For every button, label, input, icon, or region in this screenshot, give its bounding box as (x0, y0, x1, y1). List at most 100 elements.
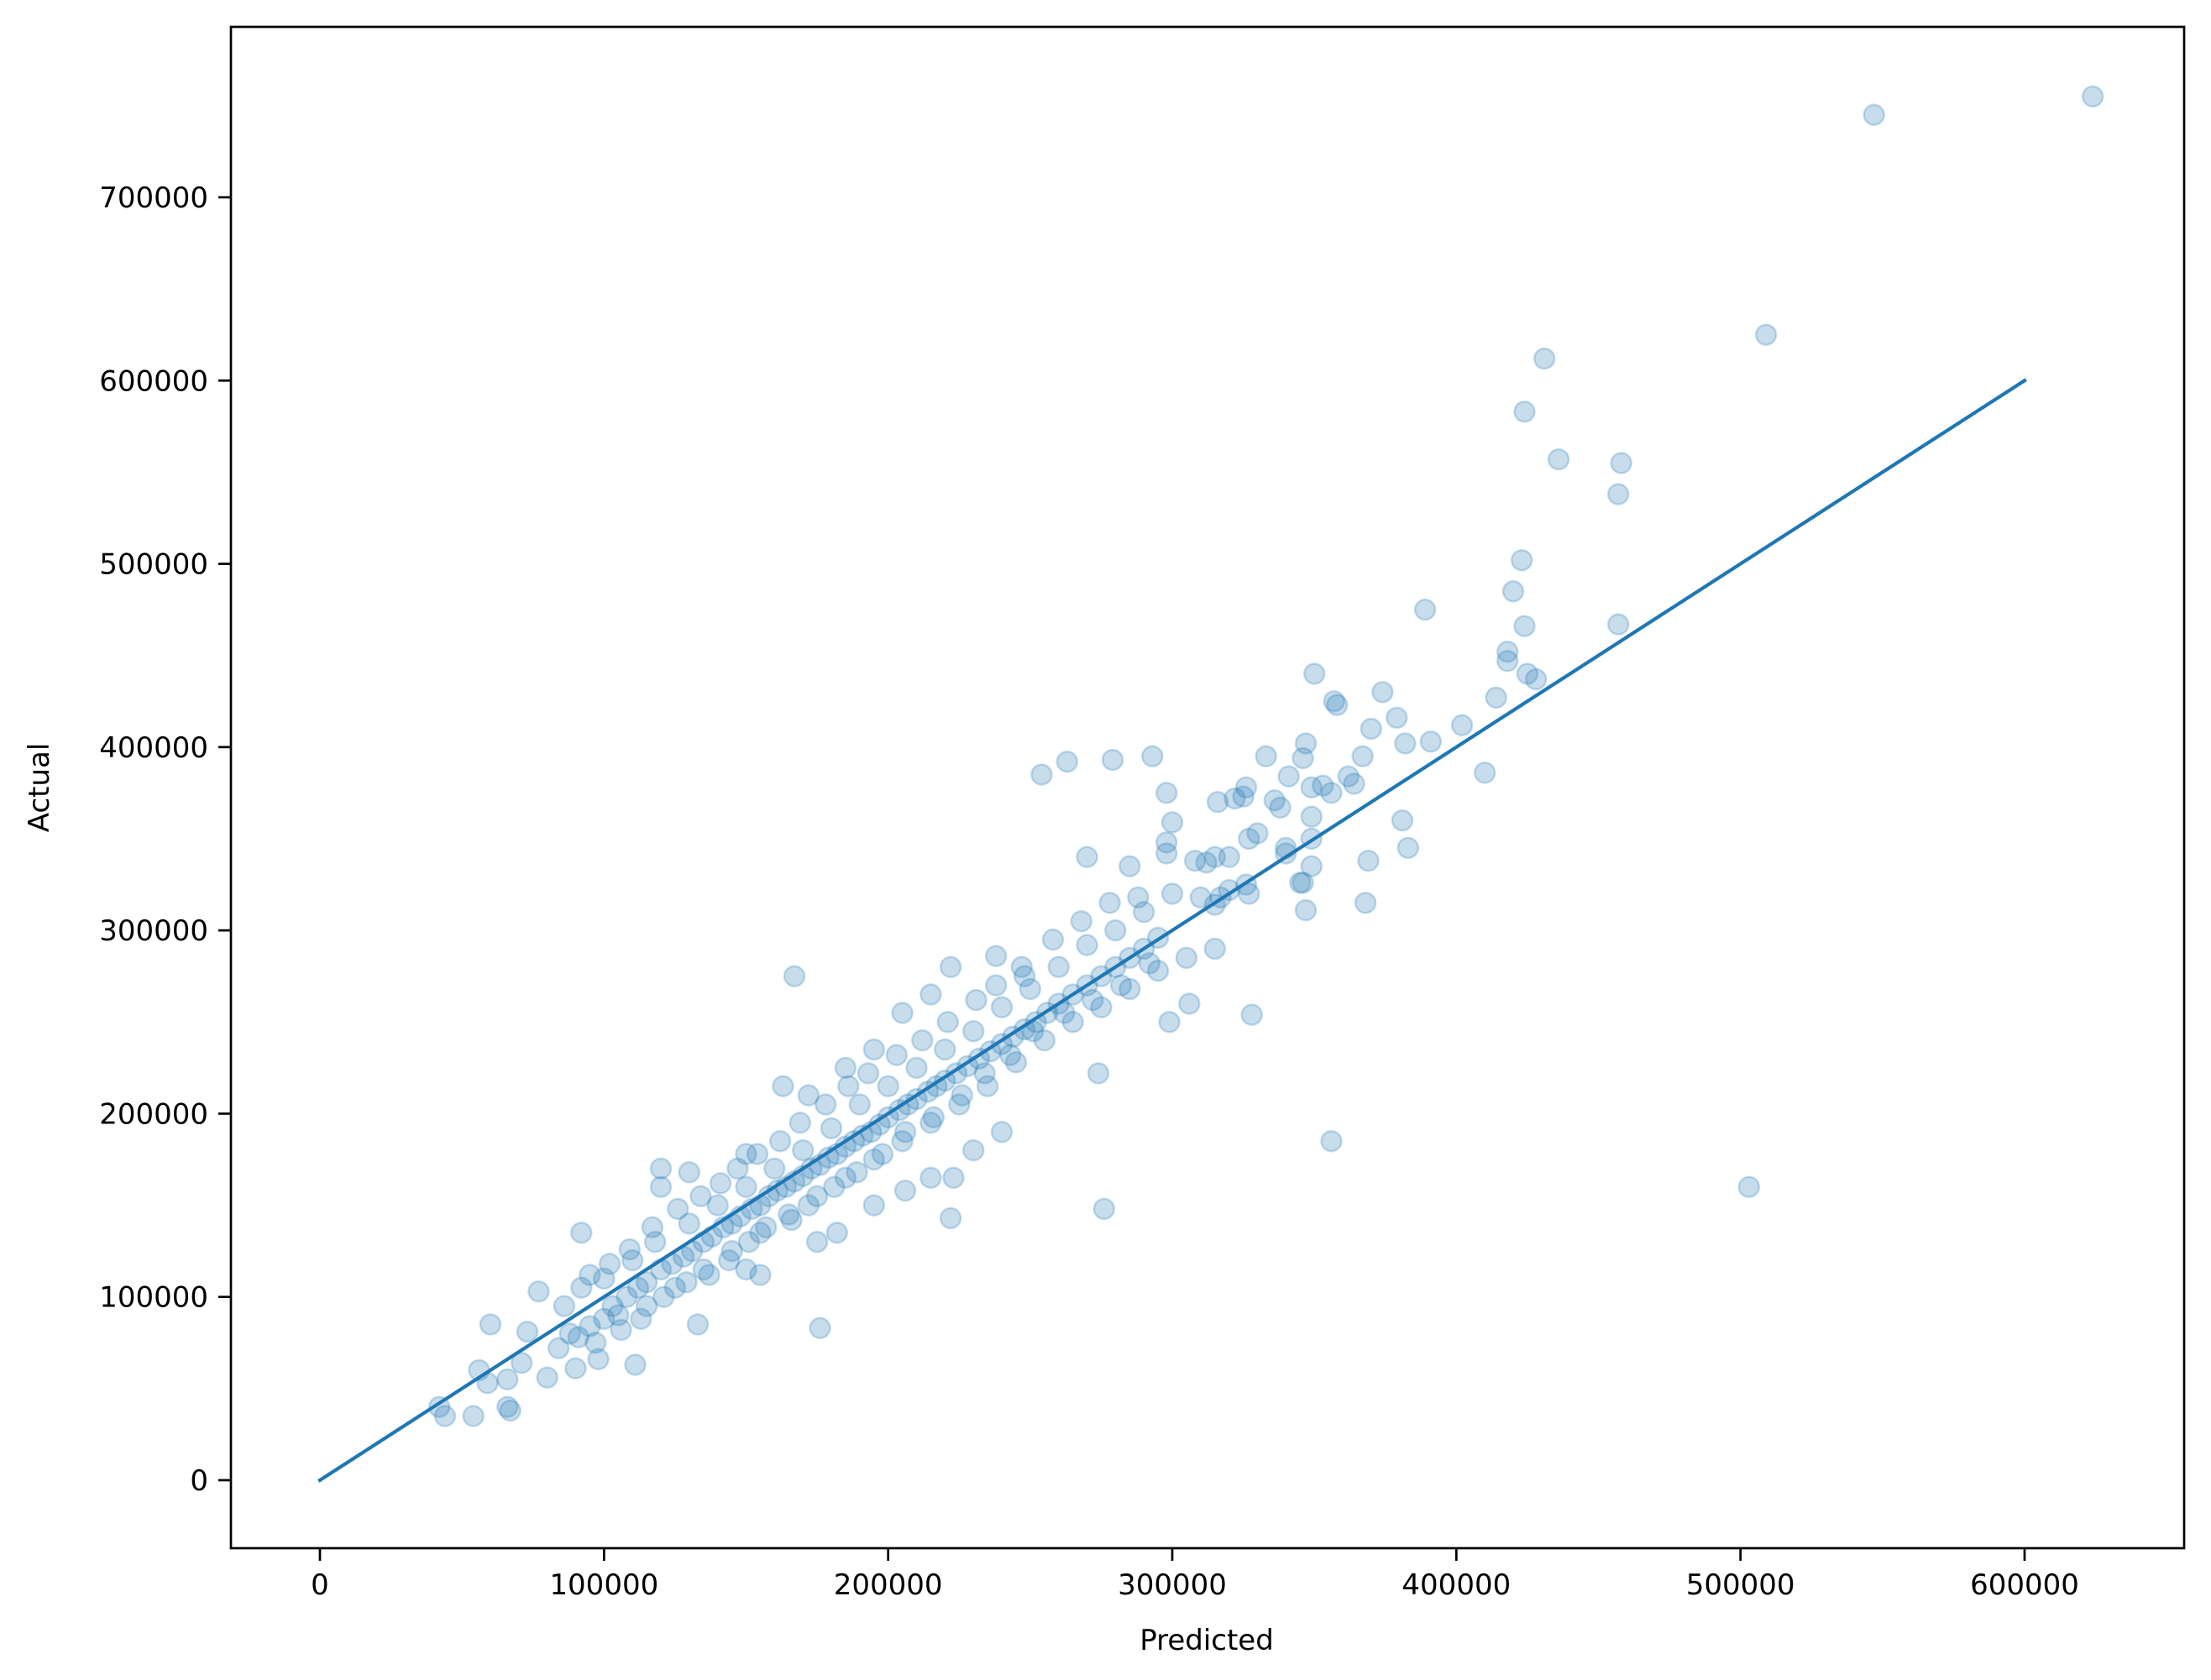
data-point (735, 1258, 757, 1281)
data-point (783, 965, 806, 987)
data-point (462, 1405, 485, 1427)
data-point (936, 1011, 959, 1034)
data-point (610, 1318, 632, 1342)
data-point (922, 1106, 946, 1129)
data-point (601, 1295, 624, 1317)
data-point (1863, 103, 1885, 127)
data-point (990, 996, 1014, 1019)
data-point (939, 955, 962, 979)
data-point (564, 1357, 587, 1380)
data-point (805, 1230, 829, 1253)
data-point (920, 983, 942, 1006)
x-axis-label: Predicted (1140, 1624, 1274, 1657)
data-point (990, 1121, 1014, 1144)
data-point (567, 1326, 590, 1348)
data-point (726, 1157, 749, 1180)
data-point (911, 1028, 934, 1052)
data-point (877, 1075, 899, 1097)
data-point (1320, 1129, 1343, 1153)
data-point (1325, 693, 1349, 716)
data-point (1606, 613, 1630, 636)
data-point (1513, 400, 1536, 423)
data-point (797, 1194, 820, 1217)
data-point (1291, 746, 1314, 770)
identity-reference-line (317, 378, 2027, 1483)
data-point (1360, 717, 1383, 741)
data-point (1010, 955, 1033, 979)
x-tick-label: 600000 (1970, 1568, 2079, 1602)
data-point (607, 1304, 630, 1327)
data-point (1223, 787, 1246, 810)
data-point (1203, 937, 1227, 960)
data-point (789, 1112, 812, 1134)
data-point (1203, 845, 1227, 869)
x-tick-label: 0 (311, 1568, 329, 1602)
data-point (735, 1175, 757, 1198)
data-point (834, 1166, 857, 1190)
data-point (1473, 761, 1496, 784)
data-point (1238, 827, 1260, 850)
data-point (1234, 776, 1258, 799)
data-point (862, 1194, 886, 1217)
data-point (1082, 988, 1104, 1012)
data-point (553, 1295, 576, 1317)
data-point (1206, 791, 1229, 814)
data-point (1606, 483, 1630, 505)
y-tick-label: 300000 (99, 914, 208, 948)
data-point (433, 1405, 457, 1427)
data-point (1232, 785, 1255, 809)
data-point (1098, 892, 1121, 914)
data-point (1610, 452, 1632, 474)
data-point (516, 1320, 539, 1343)
data-point (749, 1264, 772, 1286)
data-point (626, 1276, 650, 1300)
data-point (893, 1121, 917, 1144)
data-point (1450, 714, 1474, 736)
data-point (763, 1157, 786, 1180)
data-point (698, 1264, 720, 1286)
data-point (584, 1332, 607, 1354)
data-point (1218, 845, 1240, 869)
data-point (961, 1138, 985, 1162)
data-point (891, 1129, 914, 1153)
x-tick-label: 200000 (834, 1568, 943, 1602)
data-point (621, 1248, 644, 1272)
data-point (735, 1143, 757, 1165)
data-point (593, 1307, 616, 1331)
y-tick-label: 0 (190, 1464, 208, 1498)
data-point (1513, 615, 1536, 638)
data-point (1240, 1003, 1263, 1026)
data-point (961, 1019, 985, 1043)
data-point (579, 1264, 601, 1286)
x-tick-label: 300000 (1118, 1568, 1227, 1602)
data-point (663, 1276, 687, 1300)
data-point (1343, 772, 1365, 795)
data-point (1263, 788, 1286, 812)
data-point (1138, 952, 1161, 975)
data-point (1294, 732, 1318, 755)
data-point (630, 1307, 652, 1331)
data-point (1354, 892, 1377, 914)
data-point (1019, 977, 1042, 1001)
data-point (778, 1203, 800, 1226)
data-point (1496, 650, 1519, 673)
data-point (780, 1208, 803, 1232)
data-point (678, 1161, 701, 1184)
y-tick-label: 400000 (99, 731, 208, 765)
data-point (749, 1222, 772, 1244)
data-point (857, 1062, 880, 1085)
data-point (1320, 782, 1343, 804)
data-point (862, 1038, 886, 1061)
data-point (965, 988, 988, 1012)
data-point (1119, 977, 1141, 1001)
data-point (1178, 992, 1201, 1015)
y-tick-label: 200000 (99, 1097, 208, 1131)
data-point (1238, 882, 1260, 905)
data-point (984, 945, 1008, 967)
data-point (1090, 996, 1113, 1019)
data-point (825, 1222, 849, 1244)
data-point (848, 1093, 872, 1116)
data-point (1246, 822, 1269, 845)
data-point (643, 1230, 667, 1253)
data-point (837, 1075, 860, 1097)
